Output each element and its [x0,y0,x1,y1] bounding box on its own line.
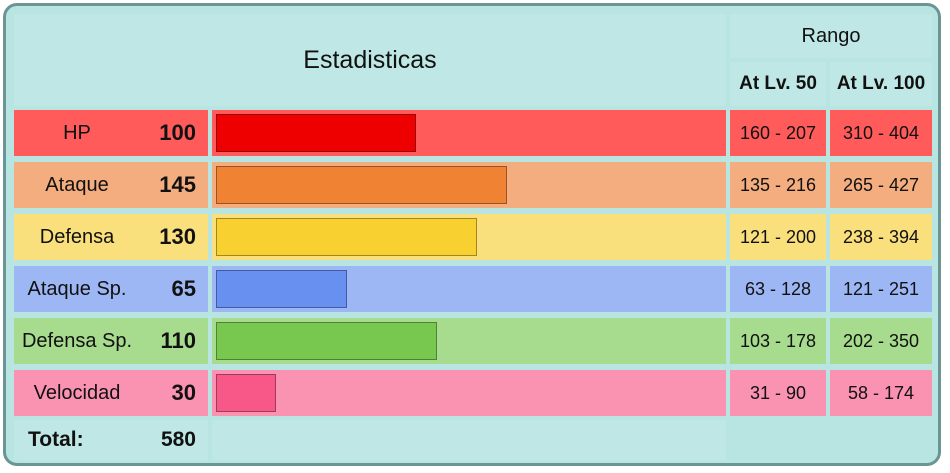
range-lv50-cell: 160 - 207 [730,110,826,156]
stat-bar-cell [212,214,726,260]
total-cell: Total: 580 [14,420,208,460]
stat-value: 30 [171,380,196,405]
stat-bar [216,218,477,256]
range-lv50-value: 121 - 200 [739,226,817,247]
range-lv100-value: 202 - 350 [842,330,920,351]
total-label: Total: [28,428,84,451]
range-lv50-value: 160 - 207 [739,122,817,143]
range-lv100-cell: 121 - 251 [830,266,932,312]
stat-value: 65 [171,276,196,301]
stat-label: Defensa Sp. [21,329,133,352]
range-lv50-cell: 121 - 200 [730,214,826,260]
stat-name-cell: Defensa Sp. 110 [14,318,208,364]
level-100-header: At Lv. 100 [830,62,932,106]
stat-bar-cell [212,110,726,156]
stat-name-cell: HP 100 [14,110,208,156]
range-lv50-cell: 103 - 178 [730,318,826,364]
stat-bar [216,374,276,412]
stat-name-cell: Ataque Sp. 65 [14,266,208,312]
stat-bar [216,166,507,204]
stat-bar-cell [212,370,726,416]
stat-name-cell: Velocidad 30 [14,370,208,416]
stat-label: Ataque Sp. [27,277,127,300]
range-lv100-cell: 238 - 394 [830,214,932,260]
stat-bar-cell [212,162,726,208]
stat-label: HP [63,121,91,144]
range-lv100-cell: 310 - 404 [830,110,932,156]
range-lv100-value: 265 - 427 [842,174,920,195]
range-lv50-value: 103 - 178 [739,330,817,351]
range-lv50-value: 63 - 128 [744,278,812,299]
range-lv100-cell: 58 - 174 [830,370,932,416]
stat-bar [216,114,416,152]
stat-label: Ataque [45,173,109,196]
stat-label: Defensa [39,225,115,248]
range-lv100-value: 310 - 404 [842,122,920,143]
range-lv50-cell: 135 - 216 [730,162,826,208]
total-value: 580 [160,428,196,451]
range-lv50-value: 135 - 216 [739,174,817,195]
stat-bar-cell [212,266,726,312]
range-title: Rango [801,24,861,47]
range-title-cell: Rango [730,14,932,58]
stat-name-cell: Defensa 130 [14,214,208,260]
stat-name-cell: Ataque 145 [14,162,208,208]
range-lv100-value: 58 - 174 [847,382,915,403]
range-lv100-value: 121 - 251 [842,278,920,299]
stats-title: Estadisticas [303,45,437,74]
stat-value: 145 [159,172,196,197]
stat-bar-cell [212,318,726,364]
stat-label: Velocidad [33,381,121,404]
stats-title-cell: Estadisticas [14,14,726,106]
stat-bar [216,270,347,308]
range-lv100-cell: 202 - 350 [830,318,932,364]
stat-value: 100 [159,120,196,145]
total-bar-cell [212,420,726,460]
stat-value: 130 [159,224,196,249]
stat-value: 110 [160,328,197,353]
level-50-header: At Lv. 50 [730,62,826,106]
range-lv50-cell: 63 - 128 [730,266,826,312]
range-lv50-value: 31 - 90 [749,382,807,403]
stats-table: Estadisticas Rango At Lv. 50 At Lv. 100 … [3,3,941,466]
range-lv100-cell: 265 - 427 [830,162,932,208]
range-lv100-value: 238 - 394 [842,226,920,247]
stat-bar [216,322,437,360]
range-lv50-cell: 31 - 90 [730,370,826,416]
